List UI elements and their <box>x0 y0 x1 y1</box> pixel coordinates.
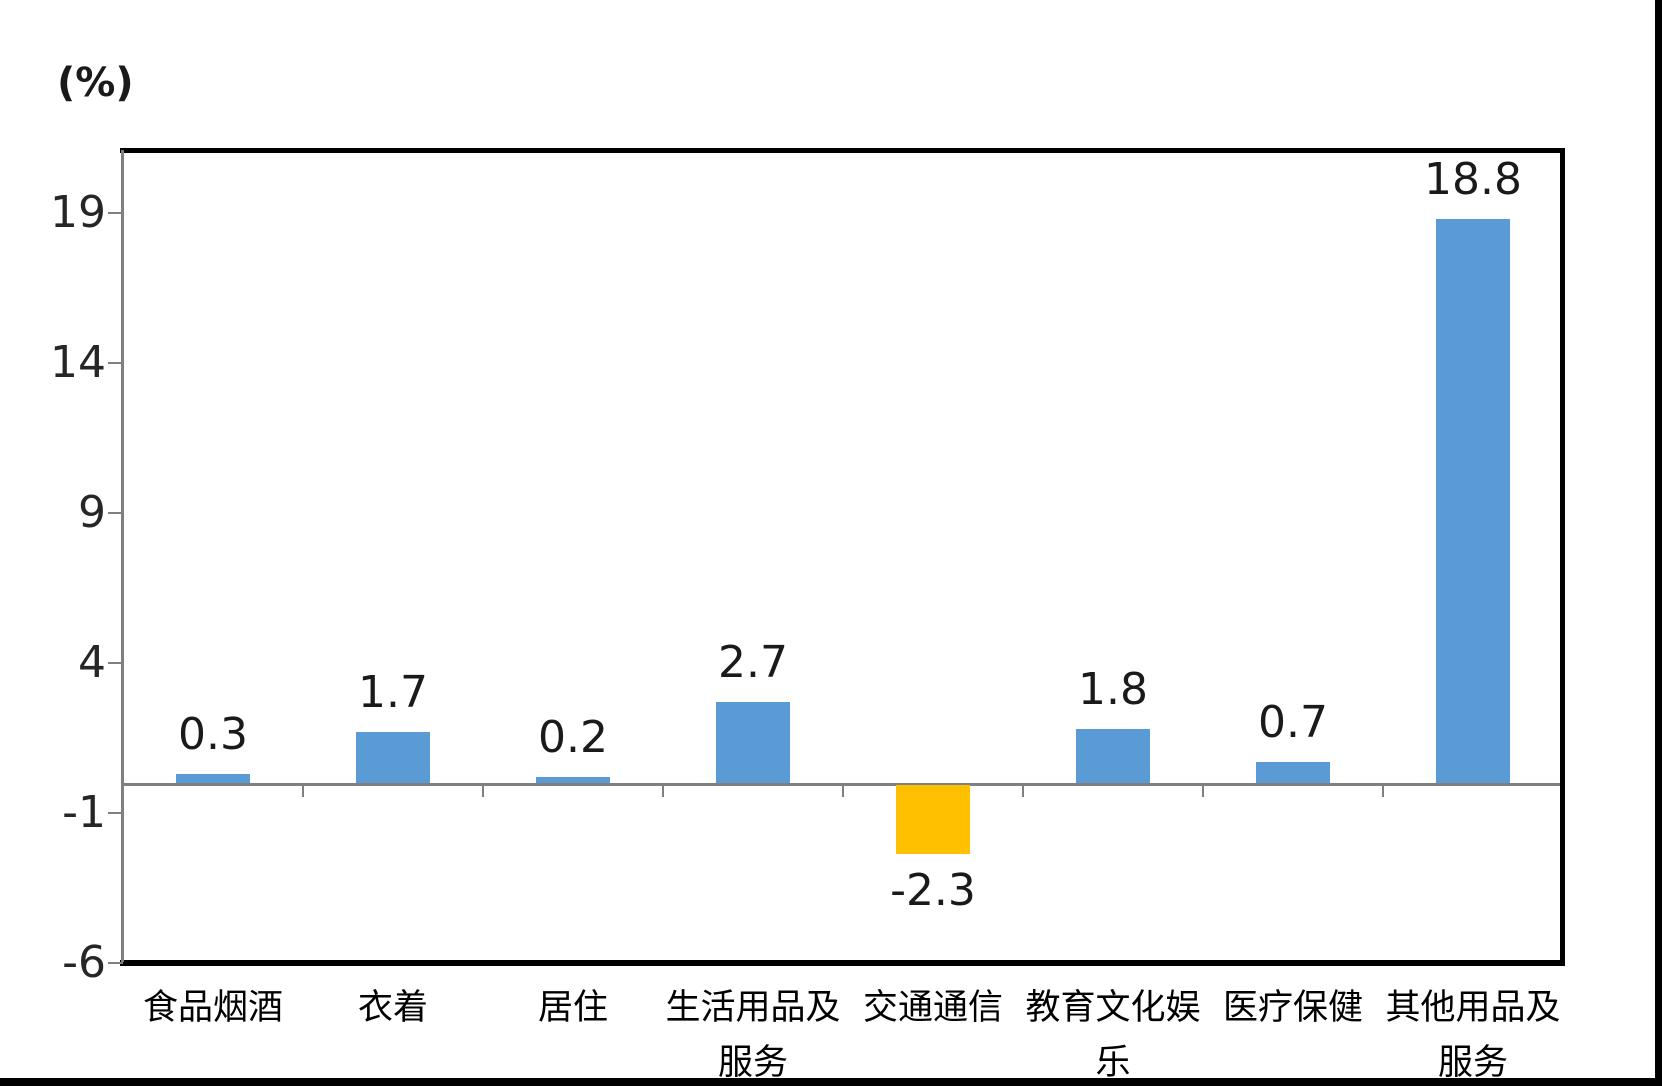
y-tick-mark <box>108 512 123 514</box>
bar <box>176 774 250 783</box>
category-label: 医疗保健 <box>1222 988 1363 1027</box>
x-tick-mark <box>1022 783 1024 797</box>
x-axis-zero-line <box>123 783 1560 786</box>
y-tick-mark <box>108 212 123 214</box>
bar-value-label: 0.2 <box>538 712 608 763</box>
image-right-border <box>1655 0 1662 1086</box>
x-tick-mark <box>1382 783 1384 797</box>
bar <box>896 785 970 854</box>
y-tick-label: 19 <box>50 187 106 238</box>
x-tick-mark <box>662 783 664 797</box>
category-label: 衣着 <box>357 988 428 1027</box>
category-label: 其他用品及服务 <box>1385 988 1561 1082</box>
plot-border-top <box>120 148 1565 153</box>
y-tick-mark <box>108 362 123 364</box>
y-tick-mark <box>108 662 123 664</box>
bar <box>1076 729 1150 783</box>
bar <box>1436 219 1510 783</box>
x-tick-mark <box>1202 783 1204 797</box>
bar-value-label: 1.7 <box>358 667 428 718</box>
bar-value-label: 1.8 <box>1078 664 1148 715</box>
y-tick-mark <box>108 962 123 964</box>
y-tick-label: -1 <box>62 787 106 838</box>
y-axis-unit-label: (%) <box>57 60 134 106</box>
y-tick-label: 9 <box>78 487 106 538</box>
y-tick-label: 4 <box>78 637 106 688</box>
category-label: 交通通信 <box>862 988 1003 1027</box>
bar-value-label: 18.8 <box>1424 154 1522 205</box>
x-tick-mark <box>302 783 304 797</box>
category-label: 居住 <box>537 988 608 1027</box>
y-tick-label: -6 <box>62 937 106 988</box>
plot-border-right <box>1560 148 1565 966</box>
x-tick-mark <box>842 783 844 797</box>
y-axis-line <box>121 150 124 962</box>
category-label: 生活用品及服务 <box>665 988 841 1082</box>
bar-value-label: 0.7 <box>1258 697 1328 748</box>
y-tick-label: 14 <box>50 337 106 388</box>
category-label: 食品烟酒 <box>142 988 283 1027</box>
bar <box>716 702 790 783</box>
bar-value-label: -2.3 <box>890 865 976 916</box>
image-bottom-border <box>0 1078 1662 1086</box>
category-label: 教育文化娱乐 <box>1025 988 1201 1082</box>
x-tick-mark <box>482 783 484 797</box>
bar-value-label: 0.3 <box>178 709 248 760</box>
bar-value-label: 2.7 <box>718 637 788 688</box>
plot-border-bottom <box>120 960 1565 966</box>
bar <box>356 732 430 783</box>
bar <box>536 777 610 783</box>
bar <box>1256 762 1330 783</box>
y-tick-mark <box>108 812 123 814</box>
